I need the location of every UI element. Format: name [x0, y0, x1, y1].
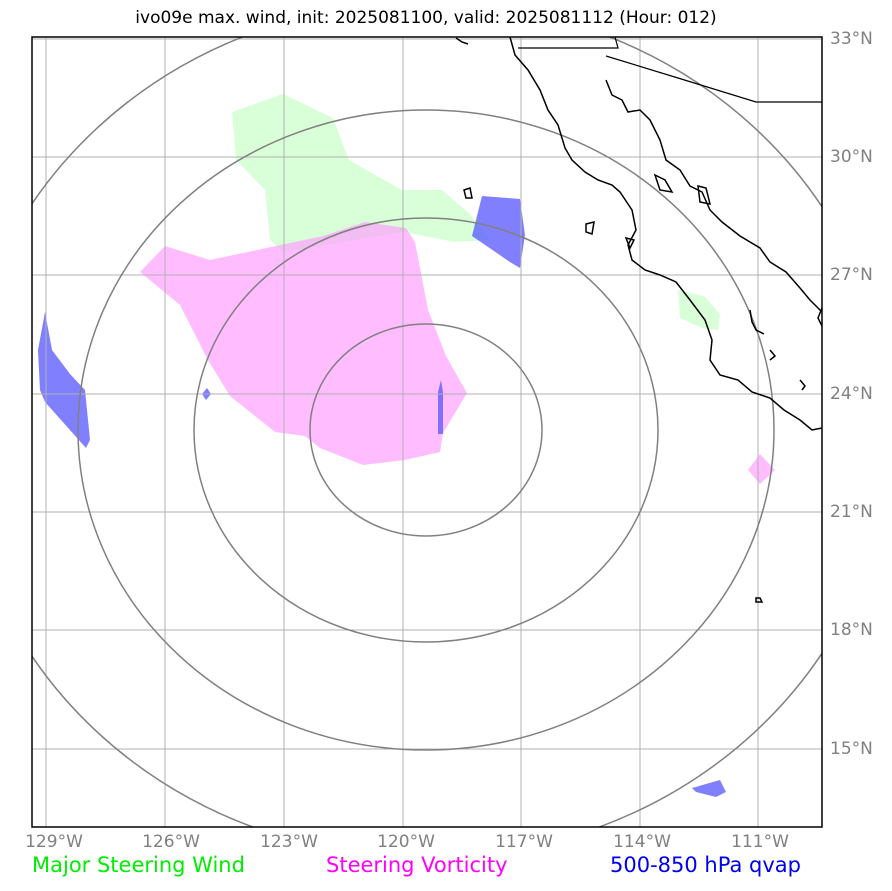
- lon-tick-label: 111°W: [731, 832, 789, 852]
- lon-tick-label: 114°W: [613, 832, 671, 852]
- lon-tick-label: 129°W: [25, 832, 83, 852]
- legend-steering-wind: Major Steering Wind: [32, 853, 245, 877]
- lat-tick-label: 27°N: [830, 265, 873, 285]
- legend-steering-vorticity: Steering Vorticity: [326, 853, 508, 877]
- lon-tick-label: 126°W: [142, 832, 200, 852]
- qvap-area: [38, 196, 726, 797]
- steering-vorticity-area: [140, 222, 775, 484]
- lon-tick-label: 117°W: [495, 832, 553, 852]
- lat-tick-label: 24°N: [830, 384, 873, 404]
- lat-tick-label: 18°N: [830, 620, 873, 640]
- legend-qvap: 500-850 hPa qvap: [610, 853, 801, 877]
- lat-tick-label: 21°N: [830, 502, 873, 522]
- lon-tick-label: 123°W: [260, 832, 318, 852]
- coastline: [455, 37, 822, 603]
- distance-rings: [32, 37, 822, 827]
- lat-tick-label: 33°N: [830, 29, 873, 49]
- map-title: ivo09e max. wind, init: 2025081100, vali…: [135, 8, 717, 28]
- lon-tick-label: 120°W: [377, 832, 435, 852]
- map-frame: [31, 36, 823, 828]
- country-border: [518, 37, 822, 103]
- lat-lon-grid: [32, 37, 822, 827]
- lat-tick-label: 30°N: [830, 147, 873, 167]
- lat-tick-label: 15°N: [830, 739, 873, 759]
